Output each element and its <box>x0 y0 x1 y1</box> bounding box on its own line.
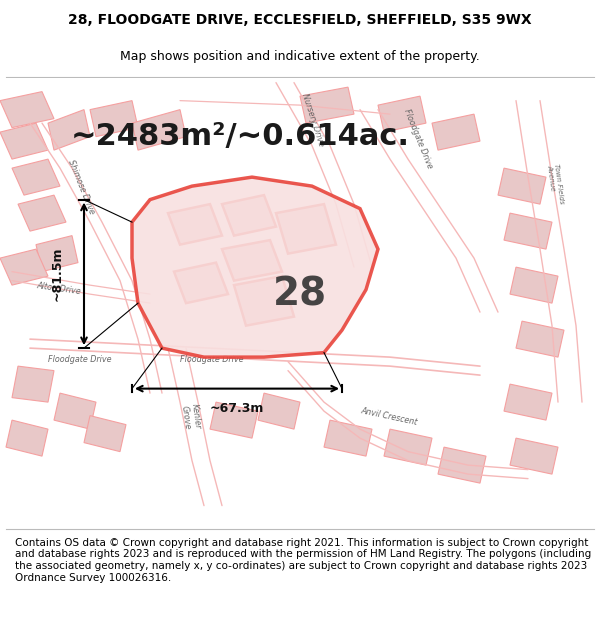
Text: Kenler
Grove: Kenler Grove <box>180 403 203 431</box>
Text: Map shows position and indicative extent of the property.: Map shows position and indicative extent… <box>120 50 480 62</box>
Polygon shape <box>84 416 126 452</box>
Polygon shape <box>0 92 54 128</box>
Polygon shape <box>432 114 480 150</box>
Polygon shape <box>12 366 54 402</box>
Polygon shape <box>0 123 48 159</box>
Text: Floodgate Drive: Floodgate Drive <box>180 354 244 364</box>
Polygon shape <box>234 276 294 326</box>
Polygon shape <box>504 213 552 249</box>
Text: Floodgate Drive: Floodgate Drive <box>402 108 434 170</box>
Polygon shape <box>516 321 564 357</box>
Text: Shimose Drive: Shimose Drive <box>66 158 96 215</box>
Polygon shape <box>498 168 546 204</box>
Polygon shape <box>504 384 552 420</box>
Polygon shape <box>132 109 186 150</box>
Polygon shape <box>18 195 66 231</box>
Polygon shape <box>48 109 90 150</box>
Text: Nursery Drive: Nursery Drive <box>300 92 326 148</box>
Polygon shape <box>222 195 276 236</box>
Polygon shape <box>36 236 78 272</box>
Text: Contains OS data © Crown copyright and database right 2021. This information is : Contains OS data © Crown copyright and d… <box>15 538 591 582</box>
Text: Anvil Crescent: Anvil Crescent <box>360 406 418 427</box>
Polygon shape <box>300 87 354 123</box>
Polygon shape <box>510 267 558 303</box>
Polygon shape <box>384 429 432 465</box>
Polygon shape <box>174 262 228 303</box>
Polygon shape <box>210 402 258 438</box>
Text: Alton Drive: Alton Drive <box>36 281 82 296</box>
Polygon shape <box>12 159 60 195</box>
Polygon shape <box>0 249 48 285</box>
Polygon shape <box>90 101 138 137</box>
Polygon shape <box>510 438 558 474</box>
Polygon shape <box>324 420 372 456</box>
Polygon shape <box>132 177 378 357</box>
Text: Town Fields
Avenue: Town Fields Avenue <box>546 163 565 205</box>
Polygon shape <box>438 447 486 483</box>
Polygon shape <box>222 240 282 281</box>
Polygon shape <box>54 393 96 429</box>
Text: 28, FLOODGATE DRIVE, ECCLESFIELD, SHEFFIELD, S35 9WX: 28, FLOODGATE DRIVE, ECCLESFIELD, SHEFFI… <box>68 12 532 26</box>
Text: 28: 28 <box>273 275 327 313</box>
Text: ~81.5m: ~81.5m <box>50 247 64 301</box>
Polygon shape <box>6 420 48 456</box>
Polygon shape <box>276 204 336 254</box>
Text: ~2483m²/~0.614ac.: ~2483m²/~0.614ac. <box>71 122 409 151</box>
Polygon shape <box>378 96 426 132</box>
Polygon shape <box>258 393 300 429</box>
Polygon shape <box>168 204 222 244</box>
Text: Floodgate Drive: Floodgate Drive <box>48 354 112 364</box>
Text: ~67.3m: ~67.3m <box>210 402 264 416</box>
